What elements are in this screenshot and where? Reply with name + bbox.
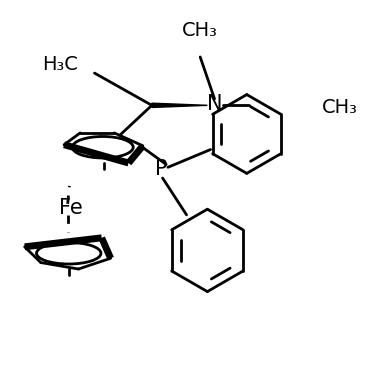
Text: P: P [155,160,168,179]
Text: N: N [207,94,222,114]
Text: Fe: Fe [59,198,83,218]
Text: H₃C: H₃C [43,55,79,74]
Text: CH₃: CH₃ [182,20,218,39]
Polygon shape [152,103,207,108]
Text: CH₃: CH₃ [322,98,358,117]
